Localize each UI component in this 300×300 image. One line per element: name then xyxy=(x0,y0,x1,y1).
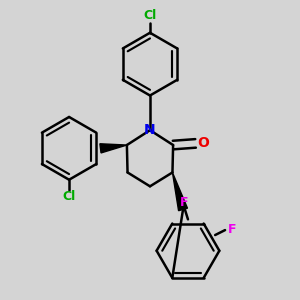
Text: O: O xyxy=(197,136,209,150)
Text: N: N xyxy=(144,123,156,137)
Polygon shape xyxy=(172,172,188,211)
Polygon shape xyxy=(100,144,127,153)
Text: Cl: Cl xyxy=(143,9,157,22)
Text: F: F xyxy=(180,196,188,209)
Text: Cl: Cl xyxy=(62,190,76,203)
Text: F: F xyxy=(227,223,236,236)
